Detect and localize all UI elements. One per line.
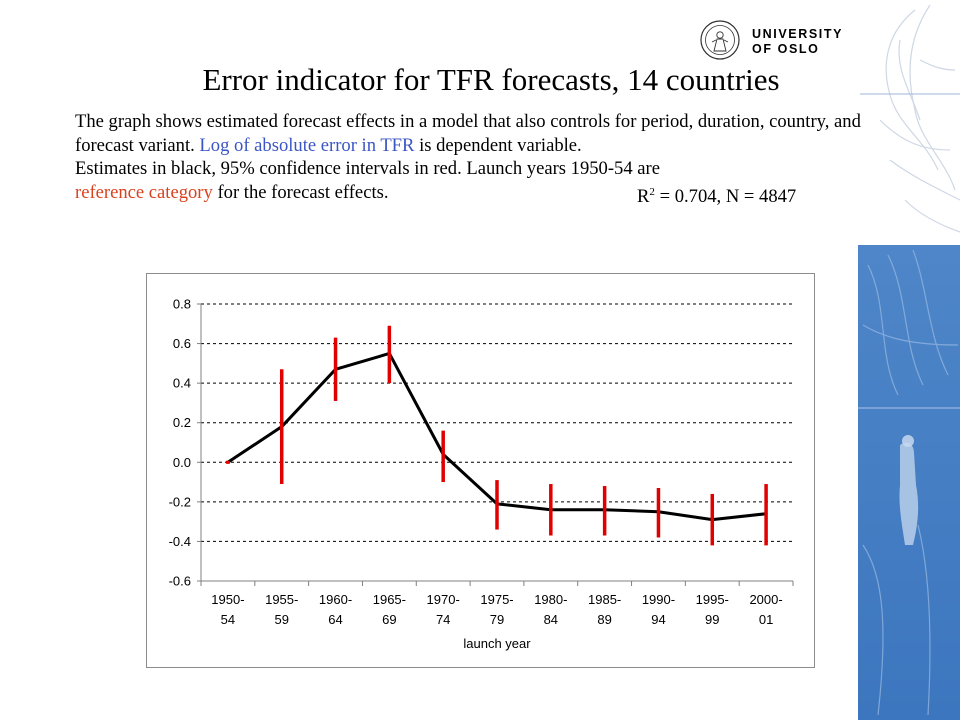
y-tick-label: 0.6 [173, 336, 191, 351]
x-category-label: 1990- [642, 592, 675, 607]
description-paragraph-2: Estimates in black, 95% confidence inter… [75, 158, 660, 179]
r2-statistic: R2 = 0.704, N = 4847 [637, 185, 797, 207]
y-tick-label: -0.6 [169, 574, 191, 589]
x-category-label: 79 [490, 612, 504, 627]
y-tick-label: -0.2 [169, 494, 191, 509]
x-category-label: 54 [221, 612, 235, 627]
x-category-label: 69 [382, 612, 396, 627]
dependent-variable-highlight: Log of absolute error in TFR [199, 134, 415, 156]
x-category-label: 01 [759, 612, 773, 627]
x-category-label: 1965- [373, 592, 406, 607]
decorative-blue-band [858, 245, 960, 720]
x-category-label: 94 [651, 612, 665, 627]
x-category-label: 1985- [588, 592, 621, 607]
x-category-label: 64 [328, 612, 342, 627]
y-tick-label: -0.4 [169, 534, 191, 549]
decorative-sketch-image [860, 4, 960, 233]
x-category-label: 1995- [696, 592, 729, 607]
x-category-label: 2000- [749, 592, 782, 607]
reference-category-highlight: reference category [75, 181, 213, 203]
forecast-effects-chart: 0.8 0.6 0.4 0.2 0.0 -0.2 -0.4 -0.6 1950- 54 1955- 5… [169, 297, 794, 651]
x-category-label: 59 [274, 612, 288, 627]
chart-container: 0.8 0.6 0.4 0.2 0.0 -0.2 -0.4 -0.6 1950- 54 1955- 5… [146, 273, 815, 668]
y-tick-label: 0.0 [173, 455, 191, 470]
description-paragraph-3: reference category for the forecast effe… [75, 181, 797, 207]
university-wordmark: UNIVERSITY OF OSLO [752, 27, 844, 56]
x-category-label: 1950- [211, 592, 244, 607]
slide-title: Error indicator for TFR forecasts, 14 co… [202, 62, 780, 97]
x-category-label: 74 [436, 612, 450, 627]
university-logo: UNIVERSITY OF OSLO [700, 20, 850, 66]
y-tick-label: 0.2 [173, 415, 191, 430]
description-text: The graph shows estimated forecast effec… [75, 110, 865, 207]
x-category-label: 99 [705, 612, 719, 627]
y-tick-label: 0.8 [173, 297, 191, 312]
x-category-label: 1960- [319, 592, 352, 607]
x-category-label: 1955- [265, 592, 298, 607]
x-category-label: 1970- [427, 592, 460, 607]
x-category-label: 84 [544, 612, 558, 627]
description-paragraph-1: The graph shows estimated forecast effec… [75, 111, 861, 156]
y-tick-label: 0.4 [173, 376, 191, 391]
x-category-label: 1975- [480, 592, 513, 607]
university-seal-icon [700, 20, 740, 60]
x-category-label: 1980- [534, 592, 567, 607]
x-category-label: 89 [597, 612, 611, 627]
x-axis-label: launch year [463, 636, 531, 651]
